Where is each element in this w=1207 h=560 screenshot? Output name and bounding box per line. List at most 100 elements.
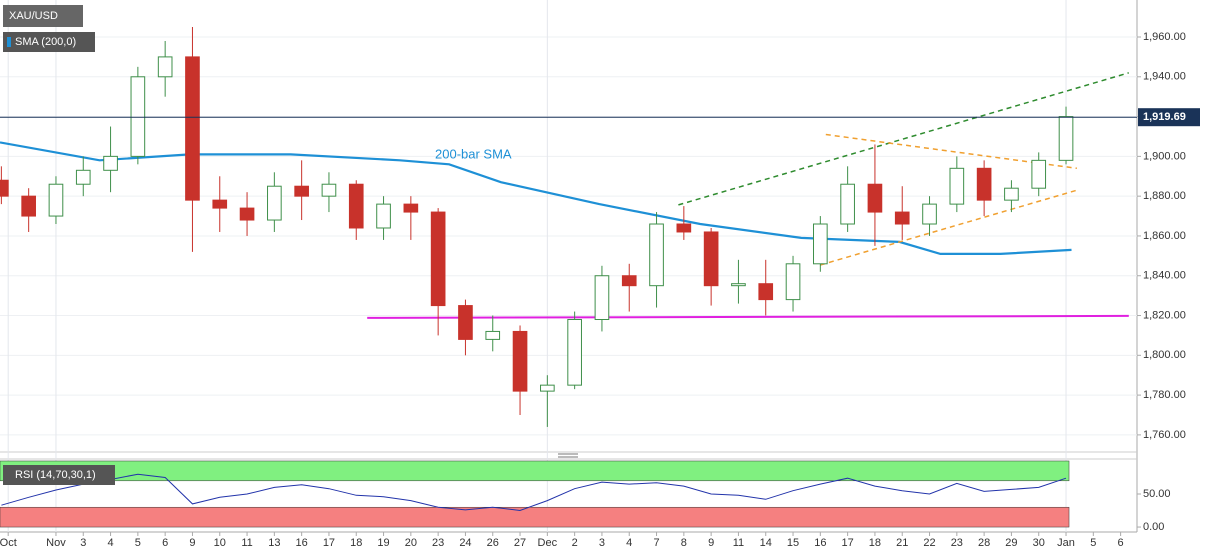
- candle-body: [894, 211, 910, 225]
- x-tick-label: 18: [350, 537, 362, 549]
- legend-box: [3, 5, 83, 27]
- y-tick-label: 1,960.00: [1143, 31, 1186, 43]
- x-tick-label: 14: [760, 537, 772, 549]
- x-tick-label: 28: [978, 537, 990, 549]
- x-tick-label: 30: [1033, 537, 1045, 549]
- x-tick-label: 4: [626, 537, 632, 549]
- candle-body: [376, 203, 391, 229]
- candle-body: [1031, 159, 1047, 189]
- x-tick-label: 17: [323, 537, 335, 549]
- x-tick-label: 11: [733, 537, 744, 549]
- candle-body: [130, 76, 146, 157]
- x-tick-label: 22: [923, 537, 935, 549]
- x-tick-label: 15: [787, 537, 799, 549]
- candle-body: [294, 185, 309, 197]
- rsi-band: [0, 506, 1070, 528]
- candle-body: [348, 183, 364, 229]
- candle-body: [185, 56, 200, 201]
- x-tick-label: Oct: [0, 537, 17, 549]
- x-tick-label: 27: [514, 537, 526, 549]
- y-tick-label: 50.00: [1143, 488, 1171, 500]
- x-tick-label: 4: [107, 537, 113, 549]
- candle-body: [676, 223, 692, 233]
- trend-line: [678, 72, 1130, 206]
- legend-label: RSI (14,70,30,1): [15, 469, 96, 481]
- x-tick-label: 23: [432, 537, 444, 549]
- x-tick-label: 17: [842, 537, 854, 549]
- candle-body: [485, 330, 501, 340]
- y-tick-label: 0.00: [1143, 521, 1164, 533]
- candle-body: [703, 231, 719, 287]
- candle-body: [1004, 187, 1019, 201]
- y-tick-label: 1,940.00: [1143, 71, 1186, 83]
- candle-body: [321, 183, 337, 197]
- x-tick-label: Nov: [46, 537, 66, 549]
- x-tick-label: 6: [1118, 537, 1124, 549]
- candle-body: [813, 223, 828, 265]
- x-tick-label: 8: [681, 537, 687, 549]
- y-tick-label: 1,880.00: [1143, 190, 1186, 202]
- x-tick-label: 9: [189, 537, 195, 549]
- candle-body: [922, 203, 937, 225]
- x-tick-label: 6: [162, 537, 168, 549]
- candle-body: [21, 195, 36, 217]
- candle-body: [867, 183, 883, 213]
- x-tick-label: 10: [214, 537, 226, 549]
- candle-body: [0, 179, 9, 197]
- candle-body: [512, 330, 528, 392]
- candle-body: [103, 155, 118, 171]
- x-tick-label: Dec: [538, 537, 558, 549]
- candle-body: [75, 169, 91, 185]
- x-tick-label: 21: [896, 537, 908, 549]
- candle-body: [212, 199, 228, 209]
- last-price-label: 1,919.69: [1143, 111, 1186, 123]
- last-price-box: [1138, 108, 1200, 127]
- candle-body: [758, 283, 774, 301]
- legend-label: SMA (200,0): [15, 36, 76, 48]
- candle-body: [458, 305, 473, 340]
- x-tick-label: 29: [1005, 537, 1017, 549]
- y-tick-label: 1,800.00: [1143, 349, 1186, 361]
- y-tick-label: 1,860.00: [1143, 230, 1186, 242]
- candle-body: [1058, 116, 1074, 161]
- candle-body: [430, 211, 446, 307]
- candle-body: [949, 167, 965, 205]
- x-tick-label: 23: [951, 537, 963, 549]
- candle-body: [731, 283, 746, 287]
- y-tick-label: 1,820.00: [1143, 309, 1186, 321]
- x-tick-label: 16: [296, 537, 308, 549]
- x-tick-label: 13: [268, 537, 280, 549]
- candle-body: [840, 183, 855, 225]
- candle-body: [594, 275, 610, 321]
- x-tick-label: 7: [653, 537, 659, 549]
- chart-title: XAU/USD: [9, 10, 58, 22]
- x-tick-label: 2: [572, 537, 578, 549]
- x-tick-label: 24: [459, 537, 471, 549]
- x-tick-label: 5: [135, 537, 141, 549]
- x-tick-label: 16: [814, 537, 826, 549]
- rsi-line: [1, 473, 1067, 512]
- candle-body: [567, 319, 582, 386]
- candle-body: [540, 384, 555, 392]
- candle-body: [621, 275, 637, 287]
- candle-body: [267, 185, 282, 221]
- legend-box: [3, 32, 95, 52]
- legend-swatch: [7, 37, 11, 47]
- x-tick-label: Jan: [1057, 537, 1075, 549]
- x-tick-label: 3: [80, 537, 86, 549]
- trend-line: [367, 314, 1129, 319]
- x-tick-label: 18: [869, 537, 881, 549]
- candle-body: [239, 207, 255, 221]
- candle-body: [48, 183, 64, 217]
- candle-body: [649, 223, 664, 287]
- legend-box: [3, 465, 115, 485]
- y-tick-label: 1,780.00: [1143, 389, 1186, 401]
- rsi-band: [0, 460, 1070, 482]
- x-tick-label: 3: [599, 537, 605, 549]
- sma-line: [0, 141, 1072, 255]
- x-tick-label: 20: [405, 537, 417, 549]
- candle-body: [785, 263, 801, 301]
- candle-body: [157, 56, 173, 78]
- x-tick-label: 26: [487, 537, 499, 549]
